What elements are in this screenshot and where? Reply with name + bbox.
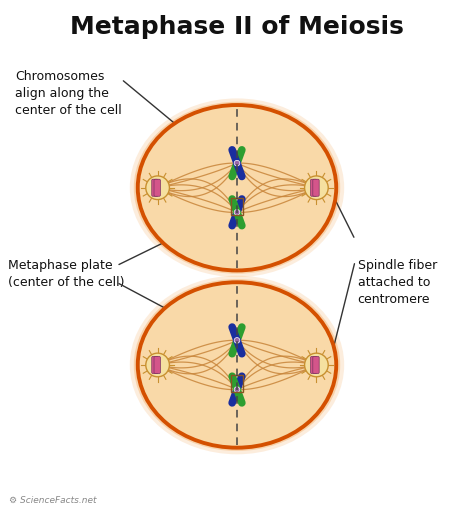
Ellipse shape <box>234 209 240 215</box>
Bar <box>231 198 243 215</box>
FancyBboxPatch shape <box>154 357 160 373</box>
Ellipse shape <box>138 282 336 448</box>
Bar <box>231 375 243 392</box>
FancyBboxPatch shape <box>313 179 319 196</box>
Ellipse shape <box>134 279 340 451</box>
Ellipse shape <box>134 102 340 274</box>
Text: Metaphase II of Meiosis: Metaphase II of Meiosis <box>70 15 404 39</box>
Ellipse shape <box>130 276 344 454</box>
FancyBboxPatch shape <box>154 179 160 196</box>
Ellipse shape <box>234 338 240 343</box>
FancyBboxPatch shape <box>152 179 158 196</box>
Ellipse shape <box>138 105 336 270</box>
Ellipse shape <box>146 353 169 377</box>
Ellipse shape <box>234 387 240 393</box>
FancyBboxPatch shape <box>310 357 317 373</box>
FancyBboxPatch shape <box>152 357 158 373</box>
FancyBboxPatch shape <box>313 357 319 373</box>
Ellipse shape <box>305 353 328 377</box>
Ellipse shape <box>130 99 344 277</box>
FancyBboxPatch shape <box>310 179 317 196</box>
Text: Chromosomes
align along the
center of the cell: Chromosomes align along the center of th… <box>15 69 122 116</box>
Ellipse shape <box>305 176 328 199</box>
Ellipse shape <box>146 176 169 199</box>
Text: Metaphase plate
(center of the cell): Metaphase plate (center of the cell) <box>8 258 124 289</box>
Text: ⚙ ScienceFacts.net: ⚙ ScienceFacts.net <box>9 495 97 504</box>
Ellipse shape <box>234 160 240 166</box>
Text: Spindle fiber
attached to
centromere: Spindle fiber attached to centromere <box>357 258 437 306</box>
